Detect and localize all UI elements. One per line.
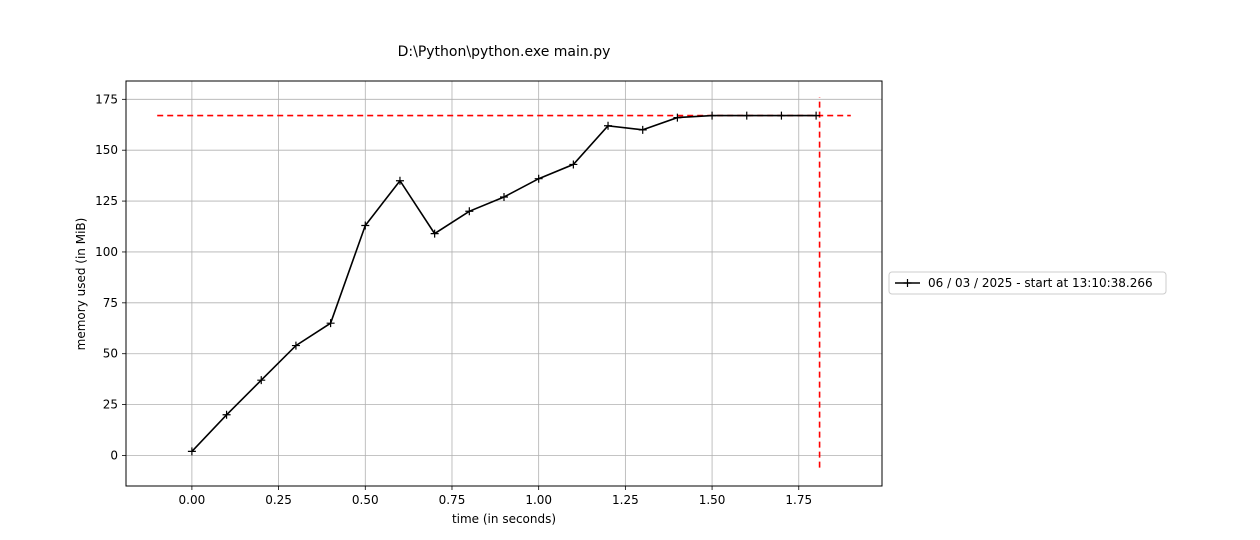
y-tick-label: 25 (103, 398, 118, 412)
data-point-marker (673, 113, 682, 122)
data-point-marker (604, 121, 613, 130)
y-tick-label: 150 (95, 143, 118, 157)
x-tick-label: 1.25 (612, 493, 639, 507)
data-point-marker (257, 376, 266, 385)
legend-box (888, 271, 1167, 295)
data-point-marker (708, 111, 717, 120)
data-point-marker (430, 229, 439, 238)
x-axis-ticks: 0.00 0.25 0.50 0.75 1.00 1.25 1.50 1.75 (179, 486, 812, 507)
legend-marker-plus (903, 279, 912, 287)
legend: 06 / 03 / 2025 - start at 13:10:38.266 (888, 271, 1167, 295)
y-tick-label: 0 (110, 448, 118, 462)
data-point-marker (534, 174, 543, 183)
x-tick-label: 0.25 (265, 493, 292, 507)
data-point-marker (361, 221, 370, 230)
y-tick-label: 75 (103, 296, 118, 310)
data-point-marker (291, 341, 300, 350)
data-point-marker (465, 207, 474, 216)
reference-lines (157, 97, 851, 468)
data-point-marker (395, 176, 404, 185)
x-tick-label: 0.50 (352, 493, 379, 507)
series-layer (187, 111, 821, 456)
data-point-marker (187, 447, 196, 456)
x-tick-label: 1.75 (785, 493, 812, 507)
data-point-marker (638, 125, 647, 134)
y-axis-label: memory used (in MiB) (74, 218, 88, 351)
y-tick-label: 100 (95, 245, 118, 259)
data-point-marker (569, 160, 578, 169)
data-point-marker (777, 111, 786, 120)
legend-label: 06 / 03 / 2025 - start at 13:10:38.266 (928, 276, 1153, 290)
plot-area-frame (125, 80, 883, 487)
data-point-marker (326, 319, 335, 328)
y-axis-ticks: 0 25 50 75 100 125 150 175 (95, 92, 126, 462)
data-point-marker (742, 111, 751, 120)
x-tick-label: 0.75 (439, 493, 466, 507)
data-point-marker (500, 193, 508, 202)
x-axis-label: time (in seconds) (452, 512, 556, 526)
y-tick-label: 50 (103, 347, 118, 361)
x-tick-label: 1.50 (699, 493, 726, 507)
x-tick-label: 1.00 (525, 493, 552, 507)
data-point-marker (222, 410, 231, 419)
x-tick-label: 0.00 (179, 493, 206, 507)
y-tick-label: 125 (95, 194, 118, 208)
chart-title: D:\Python\python.exe main.py (398, 44, 611, 60)
y-tick-label: 175 (95, 92, 118, 106)
data-point-marker (812, 111, 821, 120)
grid-lines (126, 81, 882, 486)
